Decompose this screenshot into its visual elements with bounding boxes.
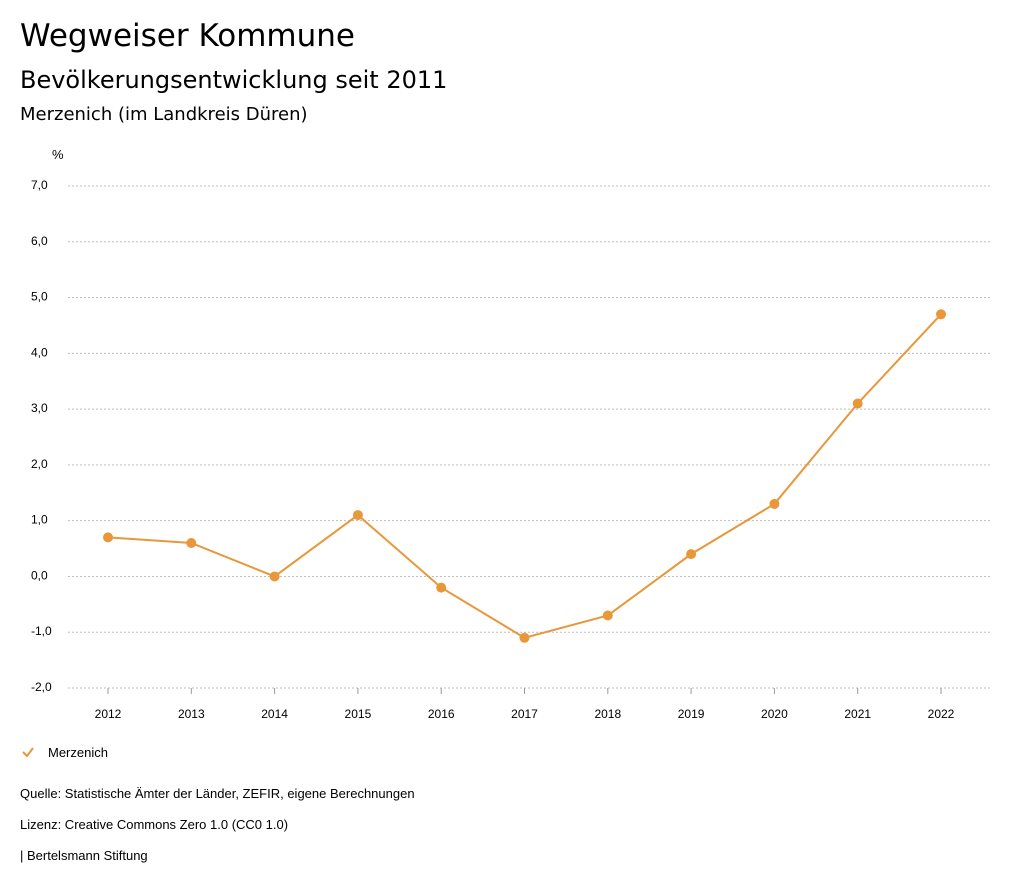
x-tick-label: 2017	[511, 707, 538, 721]
y-tick-label: -2,0	[31, 680, 52, 694]
x-tick-label: 2012	[95, 707, 122, 721]
legend-label: Merzenich	[48, 744, 108, 760]
license-note: Lizenz: Creative Commons Zero 1.0 (CC0 1…	[20, 817, 289, 832]
data-point	[436, 582, 447, 593]
y-tick-label: 5,0	[31, 290, 48, 304]
x-tick-label: 2021	[844, 707, 871, 721]
data-point	[769, 498, 780, 509]
data-point	[852, 398, 863, 409]
x-tick-label: 2016	[428, 707, 455, 721]
check-icon	[22, 747, 34, 758]
x-tick-label: 2019	[678, 707, 705, 721]
series-line	[107, 313, 942, 639]
x-tick-label: 2015	[345, 707, 372, 721]
page-title: Wegweiser Kommune	[20, 18, 355, 54]
region-label: Merzenich (im Landkreis Düren)	[20, 104, 308, 125]
y-tick-label: -1,0	[31, 624, 52, 638]
data-point	[936, 309, 946, 320]
y-tick-label: 1,0	[31, 513, 48, 527]
data-point	[519, 632, 530, 643]
x-tick-label: 2013	[178, 707, 205, 721]
x-tick-label: 2022	[928, 707, 955, 721]
data-point	[186, 537, 197, 548]
data-point	[686, 549, 697, 560]
y-tick-label: 0,0	[31, 568, 48, 582]
chart-subtitle: Bevölkerungsentwicklung seit 2011	[20, 66, 448, 94]
line-chart: % 7,0 6,0 5,0 4,0 3,0 2,0 1,0 0,0 -1,0 -2,0 2012 201…	[31, 147, 990, 721]
publisher-note: | Bertelsmann Stiftung	[20, 848, 148, 863]
data-point	[352, 510, 363, 521]
y-tick-label: 2,0	[31, 457, 48, 471]
y-tick-label: 7,0	[31, 178, 48, 192]
y-tick-label: 4,0	[31, 345, 48, 359]
source-note: Quelle: Statistische Ämter der Länder, Z…	[20, 786, 415, 801]
y-axis-unit: %	[52, 147, 64, 162]
x-tick-label: 2020	[761, 707, 788, 721]
x-tick-label: 2018	[594, 707, 621, 721]
y-tick-label: 3,0	[31, 401, 48, 415]
y-tick-label: 6,0	[31, 234, 48, 248]
data-point	[103, 532, 113, 543]
chart-legend[interactable]: Merzenich	[20, 744, 108, 760]
data-point	[269, 571, 280, 582]
x-tick-label: 2014	[261, 707, 288, 721]
data-point	[602, 610, 613, 621]
